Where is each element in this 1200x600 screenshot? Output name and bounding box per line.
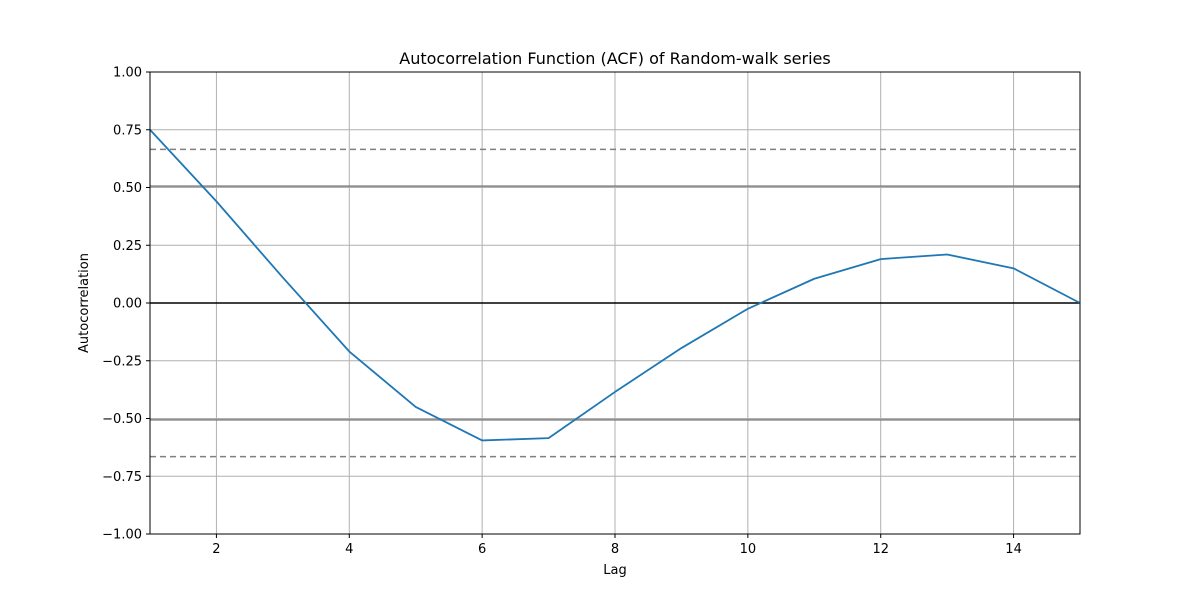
y-tick-label: 0.00 (113, 297, 142, 312)
y-tick-label: 0.50 (113, 181, 142, 196)
x-tick-label: 10 (740, 542, 757, 557)
x-tick-label: 6 (478, 542, 486, 557)
y-tick-label: 1.00 (113, 66, 142, 81)
y-tick-label: 0.75 (113, 123, 142, 138)
x-axis-label: Lag (603, 563, 626, 578)
series-layer (149, 129, 1081, 442)
y-tick-label: −0.25 (102, 354, 142, 369)
x-axis-ticks: 2 4 6 8 10 12 14 (212, 534, 1022, 557)
y-tick-label: −0.50 (102, 412, 142, 427)
x-tick-label: 8 (611, 542, 619, 557)
y-axis-label: Autocorrelation (77, 253, 92, 353)
acf-series-line (149, 129, 1081, 442)
x-tick-label: 4 (345, 542, 353, 557)
x-tick-label: 2 (212, 542, 220, 557)
y-axis-ticks: 1.00 0.75 0.50 0.25 0.00 −0.25 −0.50 −0.75 −1.00 (102, 66, 150, 543)
y-tick-label: 0.25 (113, 239, 142, 254)
x-tick-label: 12 (872, 542, 889, 557)
y-tick-label: −0.75 (102, 470, 142, 485)
chart-title: Autocorrelation Function (ACF) of Random… (399, 49, 830, 68)
x-tick-label: 14 (1005, 542, 1022, 557)
y-tick-label: −1.00 (102, 528, 142, 543)
